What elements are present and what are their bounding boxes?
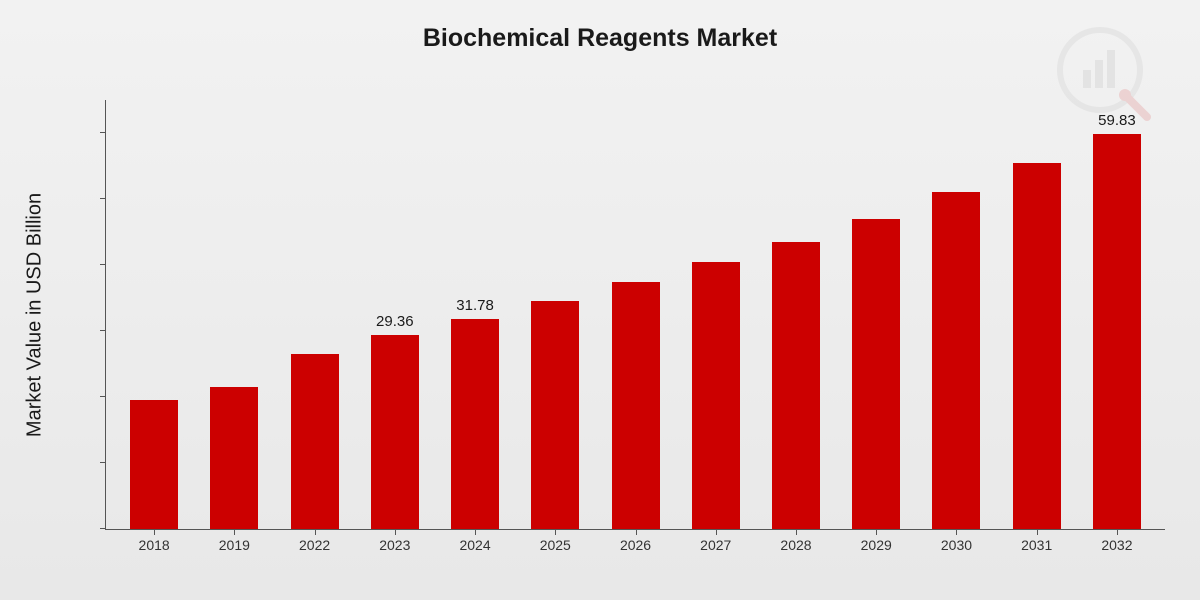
y-axis-label: Market Value in USD Billion bbox=[24, 193, 47, 437]
x-axis-labels: 2018201920222023202420252026202720282029… bbox=[106, 529, 1165, 553]
bar bbox=[692, 262, 740, 529]
x-tick-label: 2031 bbox=[997, 529, 1077, 553]
bar bbox=[1093, 134, 1141, 529]
bar bbox=[371, 335, 419, 529]
bar bbox=[130, 400, 178, 529]
bar-slot: 59.83 bbox=[1077, 100, 1157, 529]
bar-slot bbox=[916, 100, 996, 529]
bar-slot bbox=[756, 100, 836, 529]
bar bbox=[210, 387, 258, 529]
bar-slot bbox=[836, 100, 916, 529]
bar-slot bbox=[595, 100, 675, 529]
bar bbox=[451, 319, 499, 529]
bar-value-label: 29.36 bbox=[376, 313, 414, 331]
bar-value-label: 31.78 bbox=[456, 297, 494, 315]
bar-slot bbox=[515, 100, 595, 529]
plot-area: 29.3631.7859.83 201820192022202320242025… bbox=[105, 100, 1165, 530]
bar bbox=[1013, 163, 1061, 529]
bar bbox=[852, 219, 900, 529]
x-tick-label: 2030 bbox=[916, 529, 996, 553]
bars-group: 29.36 31.78 59.83 bbox=[106, 100, 1165, 529]
bar bbox=[612, 282, 660, 530]
bar bbox=[772, 242, 820, 529]
bar-slot: 29.36 bbox=[355, 100, 435, 529]
x-tick-label: 2025 bbox=[515, 529, 595, 553]
bar-slot bbox=[194, 100, 274, 529]
x-tick-label: 2028 bbox=[756, 529, 836, 553]
bar-slot: 31.78 bbox=[435, 100, 515, 529]
x-tick-label: 2027 bbox=[676, 529, 756, 553]
x-tick-label: 2032 bbox=[1077, 529, 1157, 553]
x-tick-label: 2022 bbox=[274, 529, 354, 553]
bar bbox=[291, 354, 339, 529]
bar-slot bbox=[997, 100, 1077, 529]
x-tick-label: 2019 bbox=[194, 529, 274, 553]
x-tick-label: 2026 bbox=[595, 529, 675, 553]
bar bbox=[932, 192, 980, 529]
bar-value-label: 59.83 bbox=[1098, 112, 1136, 130]
bar-slot bbox=[274, 100, 354, 529]
x-tick-label: 2024 bbox=[435, 529, 515, 553]
x-tick-label: 2023 bbox=[355, 529, 435, 553]
chart-title: Biochemical Reagents Market bbox=[0, 0, 1200, 53]
chart-container: Market Value in USD Billion 29.3631.7859… bbox=[105, 100, 1165, 530]
bar-slot bbox=[114, 100, 194, 529]
bar-slot bbox=[676, 100, 756, 529]
x-tick-label: 2018 bbox=[114, 529, 194, 553]
bar bbox=[531, 301, 579, 529]
x-tick-label: 2029 bbox=[836, 529, 916, 553]
